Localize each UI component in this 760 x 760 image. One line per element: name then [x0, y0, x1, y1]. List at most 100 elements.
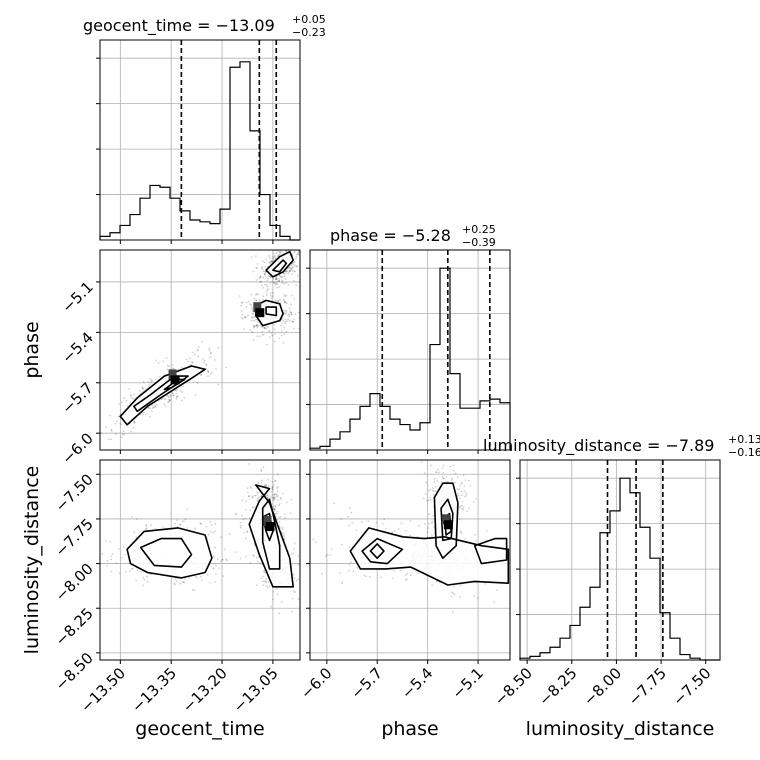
- sample-point: [249, 509, 252, 512]
- sample-point: [251, 506, 254, 509]
- sample-point: [142, 381, 145, 383]
- sample-point: [276, 593, 279, 596]
- sample-point: [246, 530, 248, 533]
- y-axis-label-luminosity-distance: luminosity_distance: [21, 466, 43, 655]
- title-base: geocent_time = −13.09: [83, 16, 275, 36]
- sample-point: [274, 507, 277, 510]
- sample-point: [172, 367, 175, 370]
- sample-point: [257, 556, 260, 558]
- y-tick-label-luminosity_distance: −8.50: [52, 649, 97, 694]
- sample-point: [432, 489, 435, 492]
- sample-point: [247, 491, 249, 494]
- sample-point: [261, 268, 264, 270]
- sample-point: [278, 279, 281, 282]
- sample-point: [290, 553, 293, 556]
- x-axis-label-luminosity-distance: luminosity_distance: [526, 718, 715, 740]
- sample-point: [440, 481, 443, 483]
- sample-point: [365, 575, 368, 578]
- sample-point: [205, 364, 208, 367]
- sample-point: [256, 263, 259, 265]
- contour-line: [265, 306, 278, 317]
- sample-point: [453, 593, 456, 596]
- sample-point: [276, 283, 279, 285]
- sample-point: [260, 495, 263, 497]
- sample-point: [287, 318, 289, 321]
- sample-point: [123, 397, 125, 399]
- sample-point: [267, 496, 269, 499]
- sample-point: [167, 400, 170, 403]
- sample-point: [474, 533, 476, 536]
- sample-point: [208, 349, 211, 352]
- sample-point: [350, 511, 353, 514]
- sample-point: [123, 545, 125, 548]
- sample-point: [248, 495, 250, 497]
- sample-point: [278, 612, 280, 615]
- sample-point: [291, 294, 293, 297]
- sample-point: [428, 513, 430, 516]
- sample-point: [283, 301, 286, 304]
- sample-point: [290, 303, 292, 306]
- sample-point: [175, 389, 178, 392]
- sample-point: [432, 514, 434, 517]
- sample-point: [274, 505, 277, 508]
- sample-point: [252, 313, 255, 315]
- histogram-geocent_time: [99, 61, 300, 241]
- sample-point: [297, 253, 299, 255]
- sample-point: [442, 464, 445, 467]
- sample-point: [272, 598, 274, 601]
- sample-point: [464, 479, 467, 481]
- sample-point: [280, 600, 283, 603]
- sample-point: [130, 397, 133, 400]
- sample-point: [217, 346, 220, 349]
- sample-point: [277, 255, 279, 257]
- sample-point: [251, 496, 254, 499]
- sample-point: [465, 494, 468, 496]
- sample-point: [405, 529, 408, 532]
- sample-point: [249, 303, 251, 305]
- sample-point: [465, 492, 467, 495]
- sample-point: [271, 260, 274, 263]
- sample-point: [169, 399, 172, 402]
- sample-point: [200, 575, 202, 578]
- sample-point: [226, 559, 229, 561]
- sample-point: [462, 506, 465, 509]
- sample-point: [289, 311, 292, 314]
- sample-point: [146, 580, 149, 583]
- sample-point: [179, 523, 182, 526]
- contour-line: [119, 365, 206, 426]
- sample-point: [484, 583, 487, 585]
- sample-point: [245, 301, 248, 304]
- sample-point: [271, 488, 274, 491]
- sample-point: [239, 524, 242, 527]
- sample-point: [110, 428, 113, 431]
- sample-point: [138, 393, 141, 395]
- sample-point: [464, 495, 467, 498]
- panel-content: [100, 460, 300, 660]
- sample-point: [241, 514, 243, 517]
- sample-point: [437, 468, 440, 471]
- sample-point: [154, 406, 156, 408]
- sample-point: [266, 494, 269, 497]
- sample-point: [266, 280, 268, 282]
- sample-point: [289, 512, 292, 515]
- sample-point: [298, 242, 300, 244]
- sample-point: [192, 351, 195, 354]
- sample-point: [141, 387, 144, 390]
- sample-point: [277, 250, 280, 253]
- sample-point: [218, 567, 221, 569]
- sample-point: [271, 334, 274, 337]
- sample-point: [214, 522, 217, 525]
- sample-point: [168, 399, 171, 402]
- sample-point: [409, 534, 412, 537]
- sample-point: [183, 397, 186, 399]
- sample-point: [284, 517, 287, 519]
- sample-point: [325, 555, 327, 557]
- sample-point: [260, 326, 263, 329]
- sample-point: [122, 430, 125, 433]
- sample-point: [452, 592, 455, 595]
- sample-point: [225, 558, 227, 561]
- sample-point: [252, 338, 255, 341]
- sample-point: [188, 576, 191, 579]
- sample-point: [464, 538, 466, 540]
- sample-point: [251, 495, 254, 498]
